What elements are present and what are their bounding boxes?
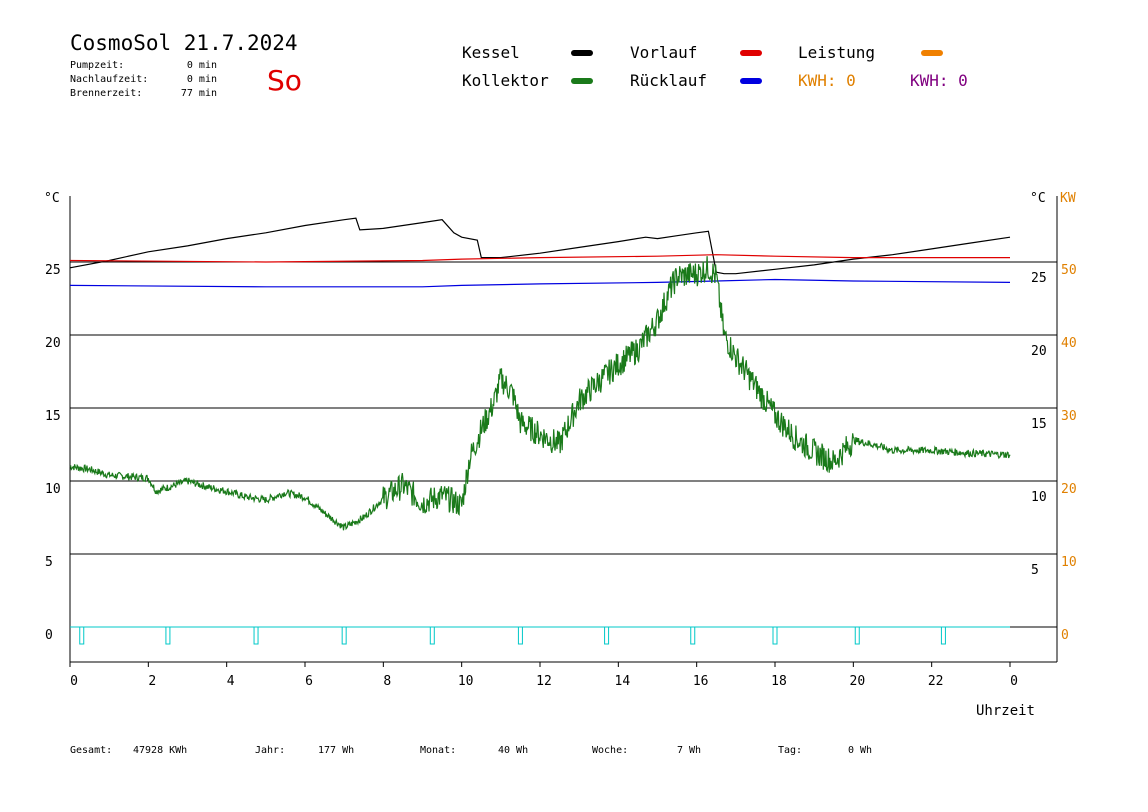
x-tick-label: 4 xyxy=(227,674,235,689)
legend-label-vorlauf: Vorlauf xyxy=(630,43,697,62)
legend-label-leistung: Leistung xyxy=(798,43,875,62)
info-value-brennerzeit: 77 min xyxy=(181,88,217,99)
right-power-tick-label: 30 xyxy=(1061,409,1077,424)
series-kessel-line xyxy=(69,217,1011,275)
info-label-brennerzeit: Brennerzeit: xyxy=(70,88,142,99)
left-tick-label: 5 xyxy=(45,555,53,570)
left-tick-label: 20 xyxy=(45,336,61,351)
info-value-nachlaufzeit: 0 min xyxy=(187,74,217,85)
footer-label-woche: Woche: xyxy=(592,745,628,756)
x-tick-label: 16 xyxy=(693,674,709,689)
left-unit-label: °C xyxy=(44,191,60,206)
footer-value-jahr: 177 Wh xyxy=(318,745,354,756)
footer-label-tag: Tag: xyxy=(778,745,802,756)
x-tick-label: 10 xyxy=(458,674,474,689)
x-tick-label: 0 xyxy=(70,674,78,689)
left-tick-label: 15 xyxy=(45,409,61,424)
right-temp-tick-label: 10 xyxy=(1031,490,1047,505)
day-label: So xyxy=(267,64,302,97)
kwh-label-2: KWH: 0 xyxy=(910,71,968,90)
info-label-pumpzeit: Pumpzeit: xyxy=(70,60,124,71)
x-tick-label: 14 xyxy=(615,674,631,689)
kwh-label-1: KWH: 0 xyxy=(798,71,856,90)
right-power-tick-label: 0 xyxy=(1061,628,1069,643)
pump-pulse xyxy=(79,626,85,645)
x-tick-label: 22 xyxy=(928,674,944,689)
pump-pulse xyxy=(772,626,778,645)
pump-pulse xyxy=(940,626,946,645)
legend-label-kollektor: Kollektor xyxy=(462,71,549,90)
right-power-tick-label: 10 xyxy=(1061,555,1077,570)
pump-pulse xyxy=(253,626,259,645)
pump-pulse xyxy=(854,626,860,645)
x-tick-label: 8 xyxy=(383,674,391,689)
pump-pulse xyxy=(690,626,696,645)
right-temp-tick-label: 15 xyxy=(1031,417,1047,432)
series-kollektor-line xyxy=(69,256,1011,531)
pump-pulse xyxy=(165,626,171,645)
left-tick-label: 0 xyxy=(45,628,53,643)
right-power-tick-label: 50 xyxy=(1061,263,1077,278)
pump-pulse xyxy=(341,626,347,645)
footer-label-monat: Monat: xyxy=(420,745,456,756)
pump-pulse xyxy=(604,626,610,645)
right-temp-tick-label: 20 xyxy=(1031,344,1047,359)
right-power-tick-label: 20 xyxy=(1061,482,1077,497)
x-tick-label: 0 xyxy=(1010,674,1018,689)
info-value-pumpzeit: 0 min xyxy=(187,60,217,71)
left-tick-label: 25 xyxy=(45,263,61,278)
footer-label-gesamt: Gesamt: xyxy=(70,745,112,756)
right-power-unit-label: KW xyxy=(1060,191,1076,206)
footer-label-jahr: Jahr: xyxy=(255,745,285,756)
left-tick-label: 10 xyxy=(45,482,61,497)
footer-value-tag: 0 Wh xyxy=(848,745,872,756)
x-tick-label: 12 xyxy=(536,674,552,689)
x-tick-label: 20 xyxy=(850,674,866,689)
footer-value-monat: 40 Wh xyxy=(498,745,528,756)
x-axis-label: Uhrzeit xyxy=(976,703,1035,719)
pump-pulse xyxy=(429,626,435,645)
x-tick-label: 2 xyxy=(148,674,156,689)
info-label-nachlaufzeit: Nachlaufzeit: xyxy=(70,74,148,85)
x-tick-label: 18 xyxy=(771,674,787,689)
series-vorlauf-line xyxy=(69,254,1010,263)
pump-pulse xyxy=(517,626,523,645)
series-ruecklauf-line xyxy=(69,278,1011,288)
chart-title: CosmoSol 21.7.2024 xyxy=(70,31,298,55)
legend-label-ruecklauf: Rücklauf xyxy=(630,71,707,90)
right-temp-tick-label: 5 xyxy=(1031,563,1039,578)
right-temp-unit-label: °C xyxy=(1030,191,1046,206)
x-tick-label: 6 xyxy=(305,674,313,689)
footer-value-woche: 7 Wh xyxy=(677,745,701,756)
legend-label-kessel: Kessel xyxy=(462,43,520,62)
footer-value-gesamt: 47928 KWh xyxy=(133,745,187,756)
right-temp-tick-label: 25 xyxy=(1031,271,1047,286)
right-power-tick-label: 40 xyxy=(1061,336,1077,351)
